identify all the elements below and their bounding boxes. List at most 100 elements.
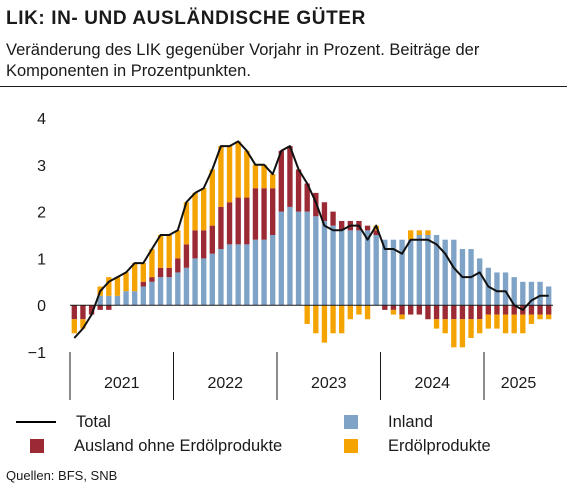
bar-ausland [477,305,483,320]
bar-erdoel [528,314,535,324]
bar-erdoel [252,164,259,189]
bar-ausland [244,197,250,245]
source-note: Quellen: BFS, SNB [6,468,118,483]
bar-ausland [252,188,259,240]
legend-total-label: Total [76,412,111,431]
bar-ausland [494,305,500,315]
bar-ausland [226,202,233,245]
bar-inland [364,230,371,306]
bar-erdoel [520,314,526,334]
bar-erdoel [442,319,448,334]
bar-ausland [201,230,207,259]
bar-ausland [442,305,448,320]
bar-inland [218,249,224,306]
bar-inland [502,272,509,306]
y-tick-label: 0 [37,298,46,315]
title-rule [0,86,567,87]
bar-ausland [416,305,422,315]
chart-plot: −1 0 1 2 3 4 2021 2022 2023 2024 2025 [28,111,553,400]
bar-erdoel [451,319,457,348]
bar-erdoel [390,309,397,315]
bar-ausland [270,188,276,235]
bar-ausland [382,305,388,310]
bar-inland [123,291,129,306]
bar-inland [494,272,500,306]
bar-inland [382,239,388,306]
bar-erdoel [244,150,250,198]
bar-ausland [364,225,371,231]
bar-erdoel [106,277,112,296]
bar-ausland [140,281,146,287]
chart-subtitle: Veränderung des LIK gegenüber Vorjahr in… [6,41,480,80]
legend-total-swatch [16,421,56,423]
legend-erdoel: Erdölprodukte [330,436,491,456]
bar-erdoel [192,192,198,231]
bar-ausland [511,305,517,315]
bar-ausland [209,225,215,254]
bar-erdoel [399,314,405,320]
bar-ausland [528,305,535,315]
bar-erdoel [140,263,146,282]
bar-erdoel [270,174,276,189]
bar-inland [287,206,293,306]
bar-inland [140,286,146,306]
bar-inland [183,267,190,306]
bar-inland [304,211,310,306]
bar-ausland [408,305,414,315]
bar-ausland [295,169,302,212]
bar-erdoel [408,230,414,240]
bar-ausland [330,211,336,226]
bar-ausland [218,206,224,250]
bar-erdoel [304,305,310,324]
bar-erdoel [339,305,345,334]
bar-ausland [149,277,155,282]
bar-erdoel [201,188,207,231]
bar-ausland [106,305,112,310]
bar-inland [209,253,215,306]
legend-inland-label: Inland [388,412,433,431]
x-year-label: 2024 [414,375,450,392]
x-year-label: 2022 [207,375,243,392]
bar-ausland [390,305,397,310]
bar-inland [166,277,172,306]
bar-ausland [304,183,310,212]
bar-inland [520,281,526,306]
legend-total: Total [16,412,111,432]
bar-erdoel [157,235,164,268]
bar-ausland [468,305,474,320]
bar-erdoel [537,314,543,320]
bar-erdoel [494,314,500,329]
bar-inland [97,295,103,306]
y-tick-label: 2 [37,205,46,222]
bar-ausland [321,202,328,221]
bar-inland [321,220,328,306]
bar-erdoel [416,230,422,235]
bar-inland [451,239,457,306]
bar-erdoel [209,169,215,226]
bar-erdoel [356,305,362,315]
x-year-label: 2023 [311,375,347,392]
bar-ausland [235,197,241,245]
bar-inland [261,239,267,306]
bar-erdoel [218,146,224,207]
bar-erdoel [313,305,319,334]
bar-ausland [97,305,103,310]
x-year-label: 2025 [501,375,537,392]
bar-erdoel [149,249,155,278]
bar-erdoel [71,319,77,334]
chart-title: LIK: IN- UND AUSLÄNDISCHE GÜTER [6,8,366,29]
bar-ausland [278,150,284,212]
bar-erdoel [364,305,371,320]
bar-erdoel [477,319,483,334]
bar-inland [201,258,207,306]
bar-inland [175,272,181,306]
bar-erdoel [347,305,353,320]
bar-erdoel [330,305,336,334]
bar-erdoel [433,319,440,329]
bar-inland [416,235,422,306]
bar-inland [313,216,319,306]
bar-erdoel [80,319,86,329]
bar-ausland [399,305,405,315]
bar-inland [270,235,276,306]
bar-erdoel [502,314,509,334]
